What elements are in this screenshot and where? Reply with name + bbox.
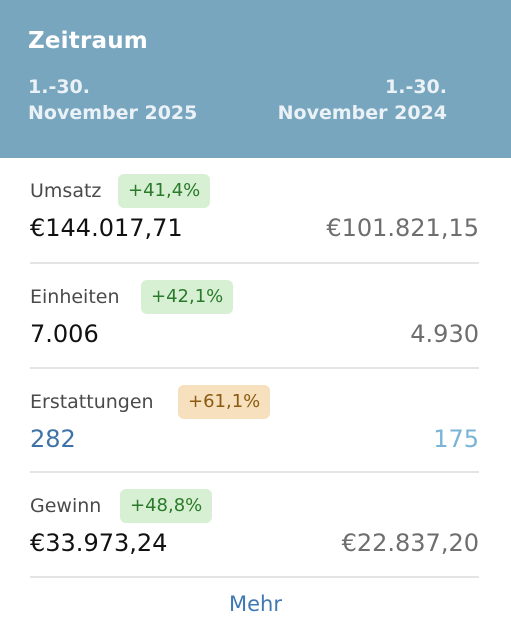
previous-period-range: 1.-30. bbox=[385, 76, 447, 98]
change-badge: +61,1% bbox=[178, 385, 271, 419]
header-title: Zeitraum bbox=[28, 28, 148, 54]
previous-value[interactable]: 175 bbox=[433, 425, 479, 453]
current-period-range: 1.-30. bbox=[28, 76, 90, 98]
previous-value: €22.837,20 bbox=[341, 529, 479, 557]
metric-row-revenue: Umsatz +41,4% €144.017,71 €101.821,15 bbox=[30, 158, 479, 262]
divider bbox=[30, 262, 479, 264]
change-badge: +42,1% bbox=[141, 280, 234, 314]
previous-value: €101.821,15 bbox=[326, 214, 479, 242]
divider bbox=[30, 471, 479, 473]
metric-row-units: Einheiten +42,1% 7.006 4.930 bbox=[30, 264, 479, 368]
period-header: Zeitraum 1.-30. November 2025 1.-30. Nov… bbox=[0, 0, 511, 158]
metric-label: Erstattungen bbox=[30, 391, 154, 413]
metric-row-refunds: Erstattungen +61,1% 282 175 bbox=[30, 369, 479, 473]
metric-label: Gewinn bbox=[30, 495, 102, 517]
more-link[interactable]: Mehr bbox=[229, 592, 282, 616]
previous-period-month: November 2024 bbox=[277, 102, 447, 124]
current-period-month: November 2025 bbox=[28, 102, 198, 124]
current-value: €144.017,71 bbox=[30, 214, 183, 242]
previous-value: 4.930 bbox=[410, 320, 479, 348]
metric-label: Einheiten bbox=[30, 286, 120, 308]
previous-period: 1.-30. November 2024 bbox=[278, 74, 447, 126]
change-badge: +48,8% bbox=[120, 489, 213, 523]
current-value: 7.006 bbox=[30, 320, 99, 348]
divider bbox=[30, 367, 479, 369]
current-period: 1.-30. November 2025 bbox=[28, 74, 197, 126]
current-value: €33.973,24 bbox=[30, 529, 168, 557]
current-value[interactable]: 282 bbox=[30, 425, 76, 453]
divider bbox=[30, 576, 479, 578]
metric-row-profit: Gewinn +48,8% €33.973,24 €22.837,20 bbox=[30, 473, 479, 577]
metric-label: Umsatz bbox=[30, 180, 102, 202]
change-badge: +41,4% bbox=[118, 174, 211, 208]
